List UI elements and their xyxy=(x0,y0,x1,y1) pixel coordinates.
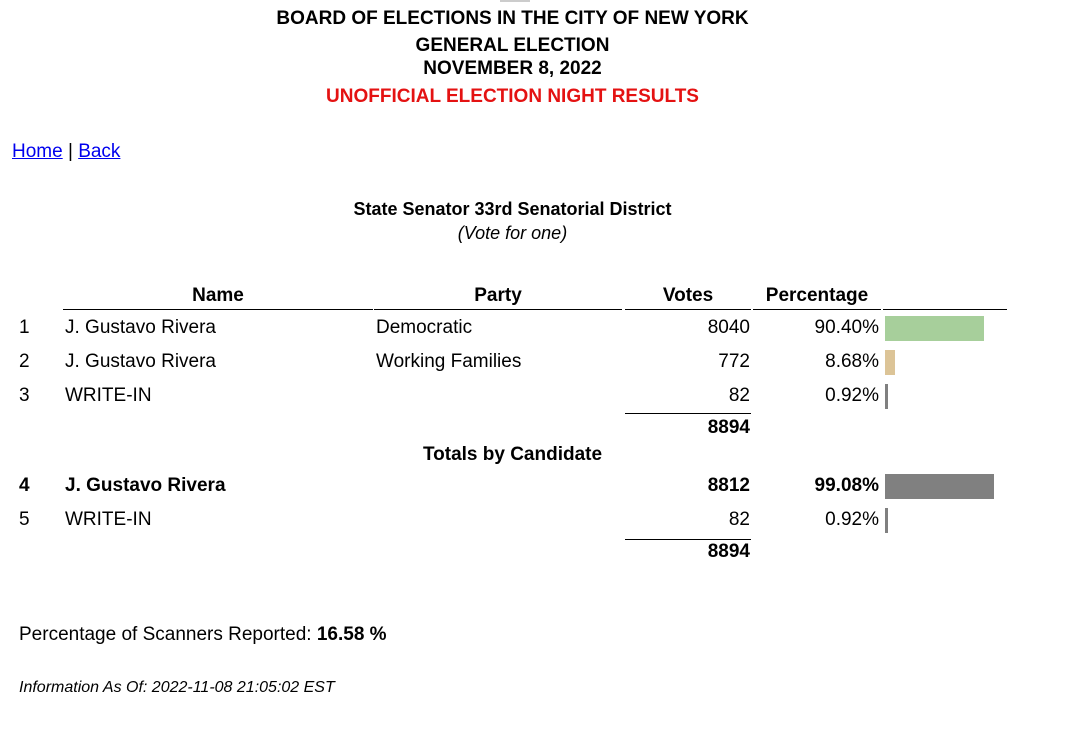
percentage-bar xyxy=(885,474,994,499)
column-header-party: Party xyxy=(474,285,522,306)
percentage-bar xyxy=(885,350,895,375)
totals-by-candidate-heading: Totals by Candidate xyxy=(422,444,603,465)
unofficial-results-banner: UNOFFICIAL ELECTION NIGHT RESULTS xyxy=(326,86,699,107)
scanners-value: 16.58 % xyxy=(316,624,387,645)
vote-count: 82 xyxy=(728,509,750,530)
election-date: NOVEMBER 8, 2022 xyxy=(423,58,602,79)
column-header-votes: Votes xyxy=(662,285,714,306)
row-number: 5 xyxy=(19,509,30,530)
total-divider xyxy=(625,413,751,414)
row-number: 4 xyxy=(19,475,30,496)
total-divider xyxy=(625,539,751,540)
nav-links: Home | Back xyxy=(12,141,120,163)
candidate-name: WRITE-IN xyxy=(65,509,152,530)
vote-percentage: 0.92% xyxy=(825,385,879,406)
race-subtitle: (Vote for one) xyxy=(457,223,568,243)
header-underline-votes xyxy=(625,309,751,310)
percentage-bar xyxy=(885,384,888,409)
total-votes: 8894 xyxy=(707,541,750,562)
election-type: GENERAL ELECTION xyxy=(415,35,610,56)
info-label: Information As Of: xyxy=(19,679,148,696)
back-link[interactable]: Back xyxy=(78,141,121,162)
info-timestamp: 2022-11-08 21:05:02 EST xyxy=(151,679,335,696)
board-title: BOARD OF ELECTIONS IN THE CITY OF NEW YO… xyxy=(276,8,749,29)
scanners-reported: Percentage of Scanners Reported: 16.58 % xyxy=(19,624,387,646)
header-underline-bar xyxy=(883,309,1007,310)
column-header-percentage: Percentage xyxy=(765,285,869,306)
vote-percentage: 8.68% xyxy=(825,351,879,372)
top-divider xyxy=(500,0,530,2)
vote-percentage: 90.40% xyxy=(814,317,879,338)
column-header-name: Name xyxy=(192,285,244,306)
vote-count: 82 xyxy=(728,385,750,406)
candidate-name: WRITE-IN xyxy=(65,385,152,406)
percentage-bar xyxy=(885,508,888,533)
party-name: Working Families xyxy=(376,351,522,372)
total-votes: 8894 xyxy=(707,417,750,438)
candidate-name: J. Gustavo Rivera xyxy=(65,317,216,338)
vote-count: 8812 xyxy=(707,475,750,496)
vote-percentage: 99.08% xyxy=(814,475,879,496)
candidate-name: J. Gustavo Rivera xyxy=(65,351,216,372)
home-link[interactable]: Home xyxy=(12,141,63,162)
scanners-label: Percentage of Scanners Reported: xyxy=(19,624,312,645)
vote-percentage: 0.92% xyxy=(825,509,879,530)
row-number: 2 xyxy=(19,351,30,372)
candidate-name: J. Gustavo Rivera xyxy=(65,475,226,496)
information-as-of: Information As Of: 2022-11-08 21:05:02 E… xyxy=(19,679,335,697)
row-number: 1 xyxy=(19,317,30,338)
row-number: 3 xyxy=(19,385,30,406)
percentage-bar xyxy=(885,316,984,341)
party-name: Democratic xyxy=(376,317,473,338)
header-underline-percentage xyxy=(753,309,881,310)
race-title: State Senator 33rd Senatorial District xyxy=(353,199,672,219)
header-underline-party xyxy=(374,309,622,310)
vote-count: 772 xyxy=(718,351,750,372)
vote-count: 8040 xyxy=(707,317,750,338)
header-underline-name xyxy=(63,309,373,310)
nav-separator: | xyxy=(67,141,73,162)
